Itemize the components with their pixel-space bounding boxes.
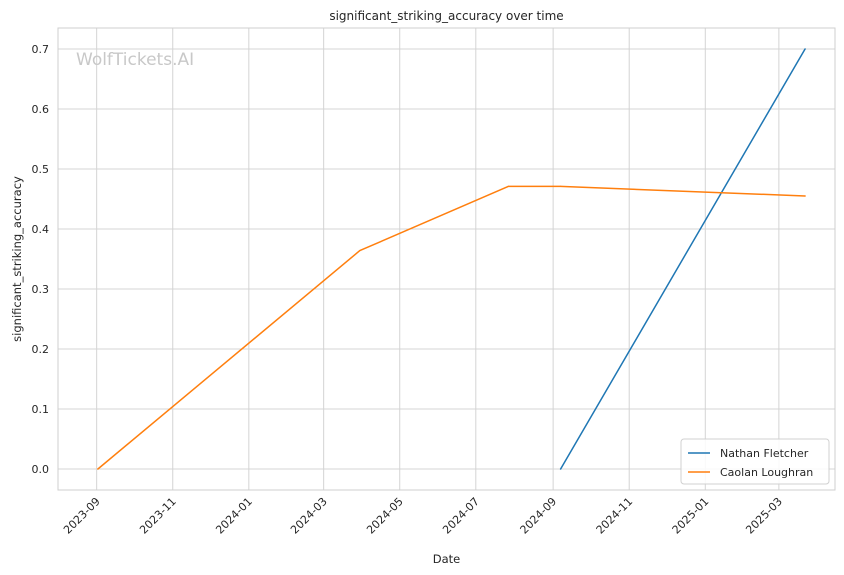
legend-label: Nathan Fletcher [720, 447, 809, 460]
data-point [804, 48, 806, 50]
legend-box [680, 438, 830, 485]
watermark-text: WolfTickets.AI [76, 50, 194, 70]
data-point [560, 185, 562, 187]
data-point [97, 468, 99, 470]
y-tick-label: 0.3 [32, 283, 50, 296]
data-point [804, 195, 806, 197]
y-tick-label: 0.5 [32, 163, 50, 176]
chart-title: significant_striking_accuracy over time [329, 9, 563, 23]
y-axis-title: significant_striking_accuracy [10, 176, 24, 342]
y-tick-label: 0.1 [32, 403, 50, 416]
data-point [359, 250, 361, 252]
y-tick-labels: 0.0 0.1 0.2 0.3 0.4 0.5 0.6 0.7 [32, 43, 50, 476]
legend-label: Caolan Loughran [720, 466, 813, 479]
y-tick-label: 0.4 [32, 223, 50, 236]
series-lines [97, 48, 806, 470]
data-point [507, 185, 509, 187]
legend: Nathan Fletcher Caolan Loughran [680, 438, 830, 485]
y-tick-label: 0.2 [32, 343, 50, 356]
y-gridlines [58, 48, 835, 470]
series-line-0 [559, 48, 806, 470]
x-gridlines [96, 28, 780, 490]
x-axis-title: Date [433, 552, 461, 566]
y-tick-label: 0.6 [32, 103, 50, 116]
data-point [560, 468, 562, 470]
y-tick-label: 0.7 [32, 43, 50, 56]
y-tick-label: 0.0 [32, 463, 50, 476]
plot-frame [57, 27, 836, 491]
